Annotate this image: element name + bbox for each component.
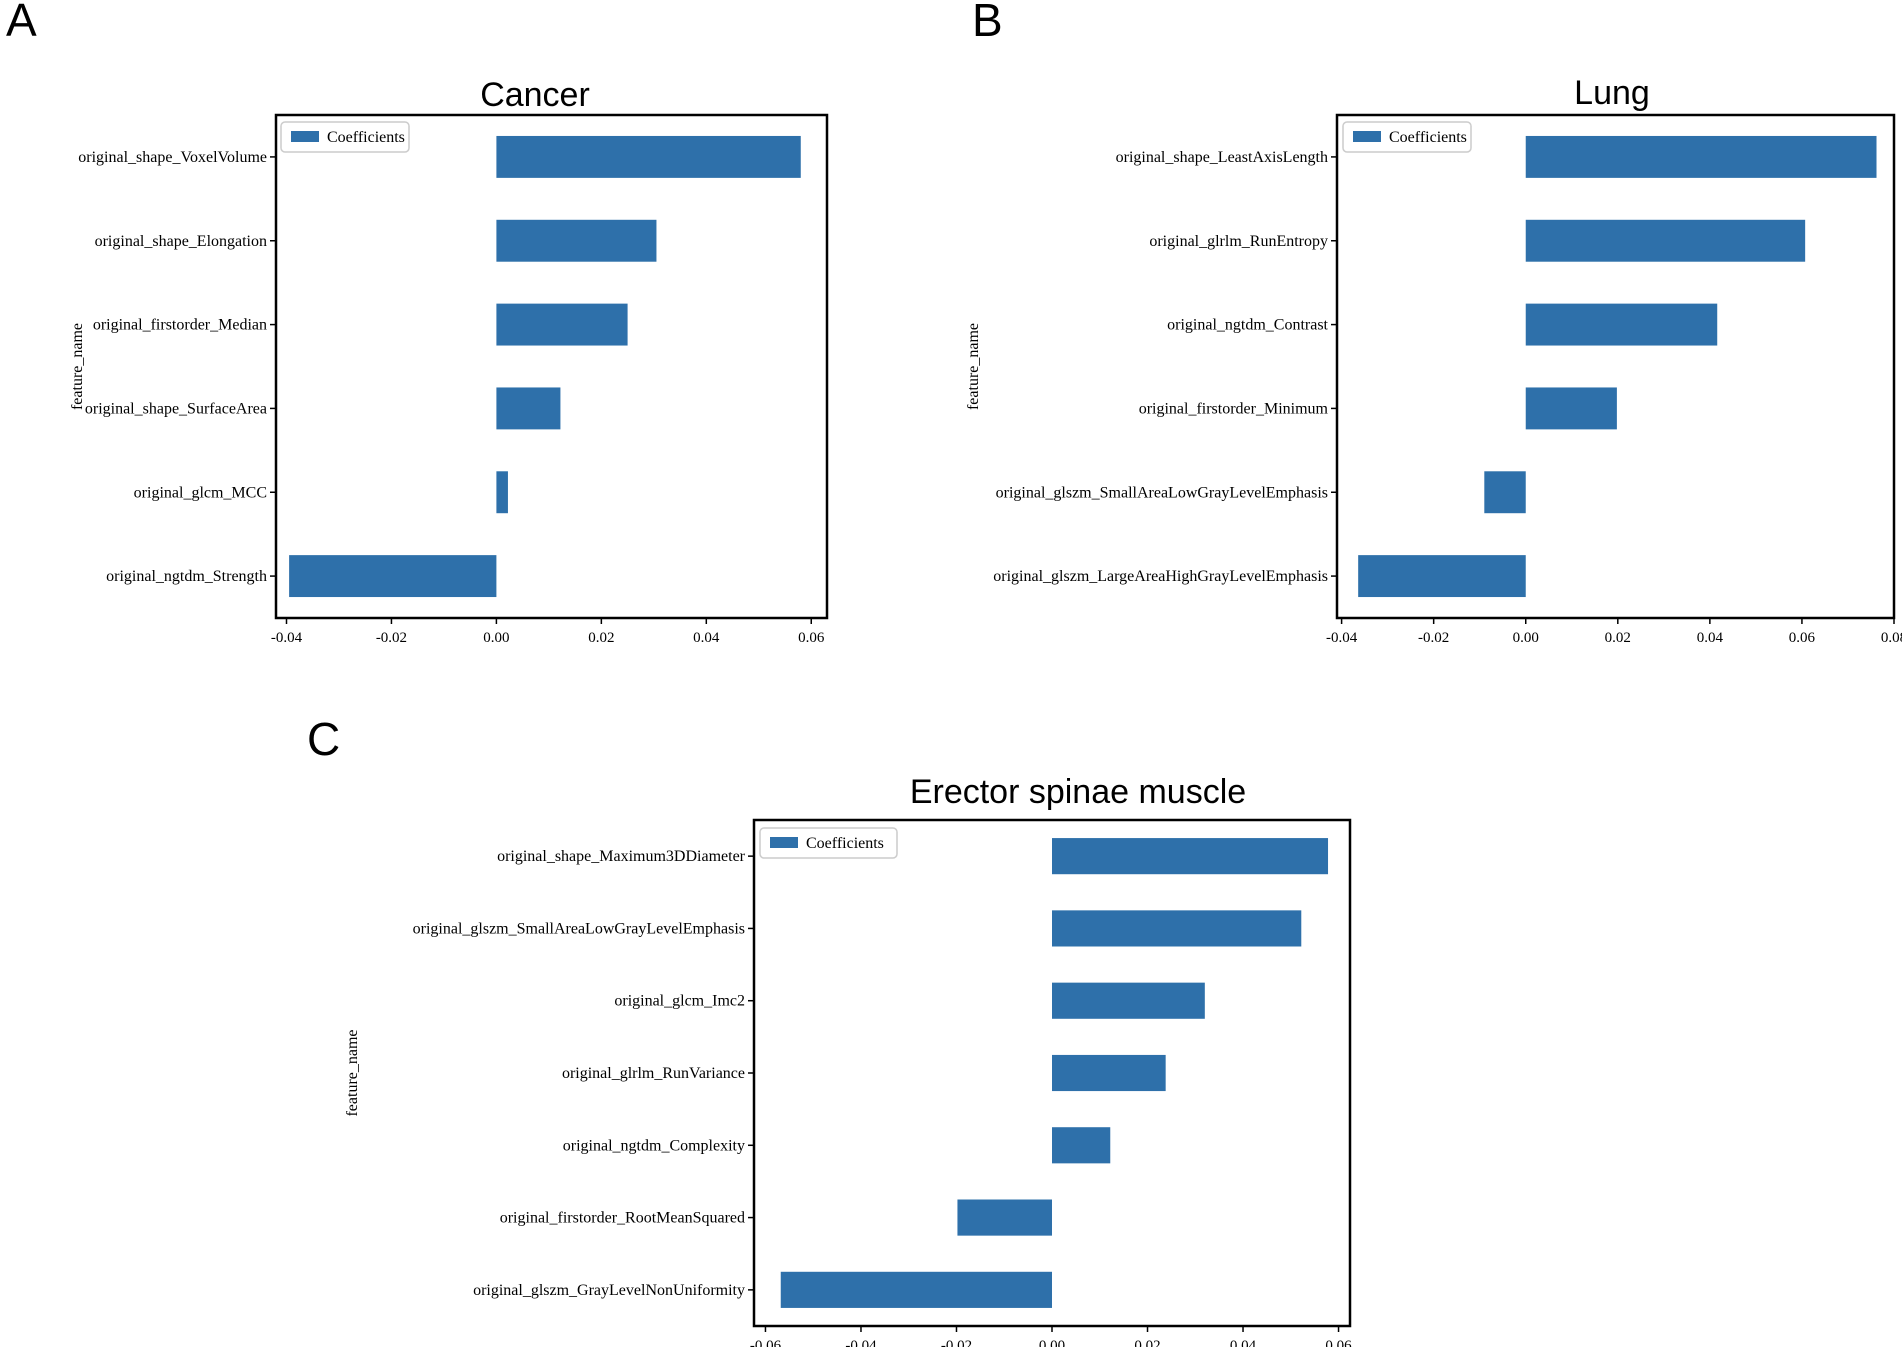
- legend-swatch: [1353, 131, 1381, 142]
- chart-panel-c: Erector spinae muscle original_shape_Maxi…: [344, 773, 1352, 1347]
- x-tick-label: 0.04: [693, 630, 720, 646]
- y-axis-label: feature_name: [344, 1029, 361, 1116]
- y-tick-label: original_shape_Elongation: [95, 233, 267, 250]
- panel-label: A: [6, 0, 37, 46]
- y-tick-label: original_glszm_SmallAreaLowGrayLevelEmph…: [996, 484, 1328, 501]
- bar-original-ngtdm-strength: [289, 555, 497, 598]
- bar-original-firstorder-rootmeansquared: [957, 1199, 1052, 1236]
- legend-label: Coefficients: [1389, 129, 1467, 146]
- legend-box: [280, 121, 410, 153]
- y-tick-label: original_shape_SurfaceArea: [85, 400, 267, 417]
- y-tick-label: original_glrlm_RunEntropy: [1149, 233, 1328, 250]
- y-tick-label: original_firstorder_Minimum: [1139, 400, 1329, 417]
- plot-frame: [274, 113, 829, 620]
- y-tick-label: original_firstorder_RootMeanSquared: [500, 1210, 745, 1227]
- y-axis-label: feature_name: [965, 323, 982, 410]
- x-tick-label: 0.06: [1789, 630, 1816, 646]
- x-tick-label: -0.04: [845, 1338, 877, 1347]
- x-tick-label: 0.06: [798, 630, 825, 646]
- y-tick-label: original_shape_VoxelVolume: [78, 149, 267, 166]
- plot-frame: [1335, 113, 1896, 620]
- x-tick-label: 0.02: [1605, 630, 1631, 646]
- bar-original-glszm-largeareahighgraylevelemphasis: [1358, 555, 1526, 598]
- x-tick-label: -0.06: [750, 1338, 782, 1347]
- x-tick-label: -0.02: [941, 1338, 972, 1347]
- legend-swatch: [770, 837, 798, 848]
- bar-original-glszm-smallarealowgraylevelemphasis: [1484, 471, 1526, 514]
- bar-original-shape-voxelvolume: [496, 135, 801, 178]
- x-tick-label: -0.02: [376, 630, 407, 646]
- y-tick-label: original_glcm_Imc2: [614, 993, 745, 1010]
- legend: Coefficients: [1342, 121, 1472, 153]
- y-tick-label: original_shape_LeastAxisLength: [1116, 149, 1328, 166]
- x-tick-label: 0.02: [1134, 1338, 1160, 1347]
- chart-panel-b: Lung original_shape_LeastAxisLengthorigin…: [965, 74, 1902, 646]
- legend: Coefficients: [280, 121, 410, 153]
- chart-title: Lung: [1574, 74, 1650, 112]
- y-tick-label: original_firstorder_Median: [93, 317, 267, 334]
- bar-original-firstorder-minimum: [1525, 387, 1617, 430]
- x-tick-label: -0.04: [1326, 630, 1358, 646]
- y-tick-label: original_shape_Maximum3DDiameter: [497, 848, 746, 865]
- chart-panel-a: Cancer original_shape_VoxelVolume original…: [69, 76, 829, 646]
- bar-original-glrlm-runvariance: [1052, 1054, 1166, 1092]
- y-tick-label: original_glszm_SmallAreaLowGrayLevelEmph…: [413, 920, 745, 937]
- x-tick-label: 0.00: [1513, 630, 1539, 646]
- x-tick-label: 0.02: [588, 630, 614, 646]
- bar-original-ngtdm-contrast: [1525, 303, 1718, 346]
- legend-swatch: [291, 131, 319, 142]
- x-tick-label: 0.00: [1039, 1338, 1065, 1347]
- bar-original-ngtdm-complexity: [1052, 1127, 1111, 1164]
- bar-original-shape-surfacearea: [496, 387, 561, 430]
- x-tick-label: 0.08: [1881, 630, 1902, 646]
- x-tick-label: -0.02: [1418, 630, 1449, 646]
- panel-label: B: [972, 0, 1003, 46]
- x-tick-label: -0.04: [271, 630, 303, 646]
- bar-original-glcm-mcc: [496, 471, 508, 514]
- chart-title: Erector spinae muscle: [910, 773, 1246, 811]
- x-tick-label: 0.00: [483, 630, 509, 646]
- legend: Coefficients: [759, 827, 898, 859]
- bar-original-glszm-graylevelnonuniformity: [780, 1271, 1052, 1308]
- x-tick-label: 0.06: [1325, 1338, 1352, 1347]
- y-tick-label: original_ngtdm_Complexity: [563, 1137, 745, 1154]
- y-tick-label: original_ngtdm_Strength: [106, 568, 267, 585]
- legend-label: Coefficients: [327, 129, 405, 146]
- y-tick-label: original_glrlm_RunVariance: [562, 1065, 745, 1082]
- bar-original-glrlm-runentropy: [1525, 219, 1806, 262]
- x-tick-label: 0.04: [1697, 630, 1724, 646]
- bar-original-shape-leastaxislength: [1525, 135, 1877, 178]
- y-tick-label: original_glcm_MCC: [134, 484, 267, 501]
- legend-label: Coefficients: [806, 835, 884, 852]
- legend-box: [1342, 121, 1472, 153]
- x-tick-label: 0.04: [1230, 1338, 1257, 1347]
- bar-original-shape-maximum3ddiameter: [1052, 838, 1329, 875]
- y-tick-label: original_glszm_LargeAreaHighGrayLevelEmp…: [993, 568, 1328, 585]
- legend-box: [759, 827, 898, 859]
- chart-title: Cancer: [480, 76, 590, 114]
- y-axis-label: feature_name: [69, 323, 86, 410]
- panel-label: C: [307, 713, 340, 765]
- bar-original-glszm-smallarealowgraylevelemphasis: [1052, 910, 1302, 947]
- bar-original-glcm-imc2: [1052, 982, 1205, 1019]
- bar-original-shape-elongation: [496, 219, 657, 262]
- y-tick-label: original_ngtdm_Contrast: [1167, 317, 1328, 334]
- bar-original-firstorder-median: [496, 303, 628, 346]
- y-tick-label: original_glszm_GrayLevelNonUniformity: [473, 1282, 745, 1299]
